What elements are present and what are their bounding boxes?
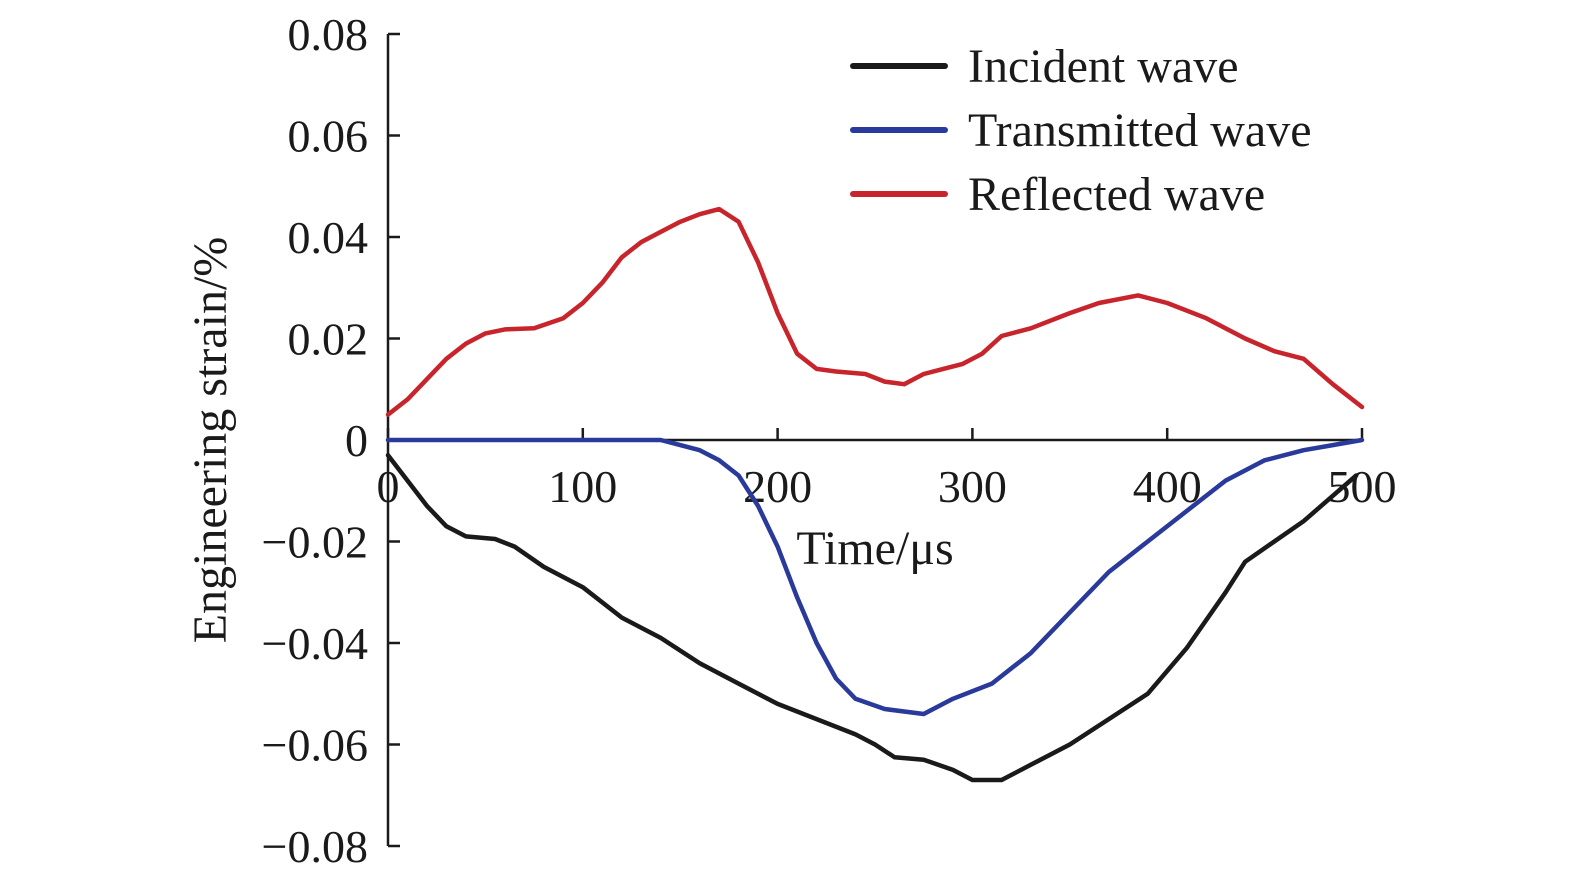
y-tick-label: −0.04 xyxy=(262,618,368,669)
legend-item: Reflected wave xyxy=(850,168,1265,221)
y-tick-label: 0.04 xyxy=(288,212,369,263)
x-tick-label: 0 xyxy=(377,461,400,512)
x-tick-label: 300 xyxy=(938,461,1007,512)
x-tick-label: 200 xyxy=(743,461,812,512)
y-tick-label: −0.06 xyxy=(262,720,368,771)
y-axis-title: Engineering strain/% xyxy=(184,237,237,644)
series-line-transmitted-wave xyxy=(385,437,1365,717)
legend-item: Incident wave xyxy=(850,40,1239,93)
series-lines xyxy=(385,206,1365,783)
legend: Incident wave Transmitted wave Reflected w… xyxy=(850,40,1312,221)
y-tick-label: −0.08 xyxy=(262,821,368,872)
legend-item: Transmitted wave xyxy=(850,104,1312,157)
series-line-reflected-wave xyxy=(385,206,1365,417)
x-tick-label: 100 xyxy=(548,461,617,512)
y-tick-label: 0.02 xyxy=(288,314,369,365)
x-tick-label: 500 xyxy=(1328,461,1397,512)
series-line-incident-wave xyxy=(385,452,1359,783)
x-tick-label: 400 xyxy=(1133,461,1202,512)
legend-label: Transmitted wave xyxy=(968,104,1312,157)
y-tick-label: 0.06 xyxy=(288,111,369,162)
x-ticks: 0 100 200 300 400 500 xyxy=(377,428,1397,512)
y-tick-label: 0 xyxy=(345,415,368,466)
y-tick-label: 0.08 xyxy=(288,9,369,60)
y-tick-label: −0.02 xyxy=(262,517,368,568)
x-axis-title: Time/μs xyxy=(796,522,953,575)
y-ticks: 0.080.060.040.020−0.02−0.04−0.06−0.08 xyxy=(262,9,400,872)
legend-label: Incident wave xyxy=(968,40,1239,93)
legend-label: Reflected wave xyxy=(968,168,1265,221)
